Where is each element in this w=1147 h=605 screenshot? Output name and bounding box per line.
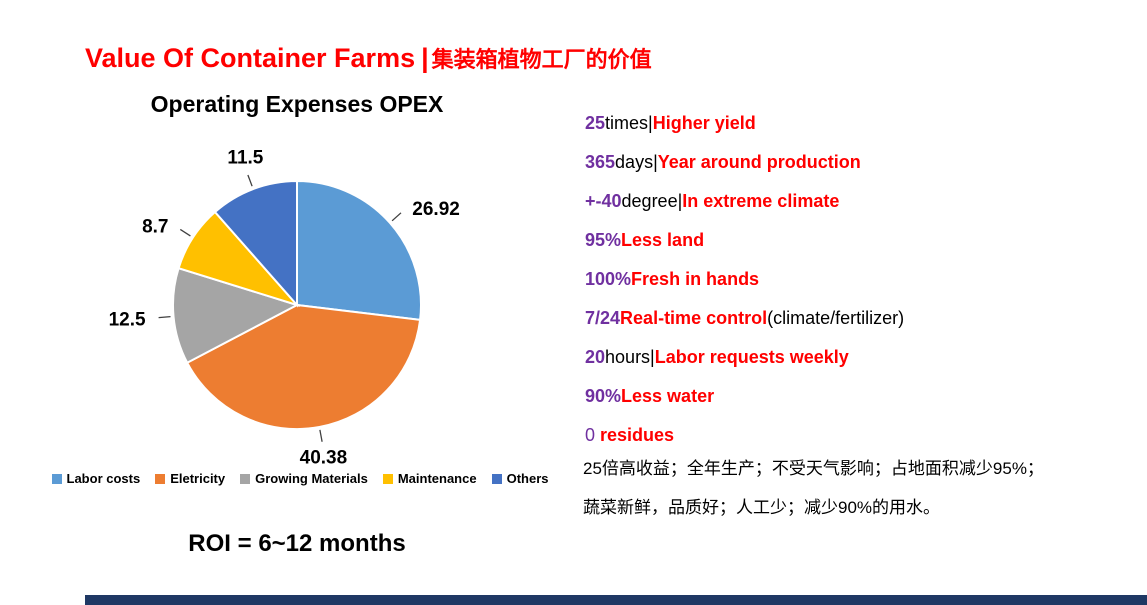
page-title: Value Of Container Farms | 集装箱植物工厂的价值 [85,42,652,74]
note-line: 25倍高收益；全年生产；不受天气影响；占地面积减少95%； [583,459,1044,478]
legend-label: Maintenance [397,471,477,486]
benefit-segment-red: Real-time control [620,308,768,328]
benefit-line: 95%Less land [585,221,1130,260]
legend-swatch [155,473,166,484]
benefits-list: 25times|Higher yield 365days|Year around … [585,104,1130,455]
benefit-segment-num: 365 [585,152,616,172]
legend-swatch [51,473,62,484]
pie-data-label: 40.38 [300,448,348,469]
benefit-segment-plain: hours| [605,347,655,367]
benefit-segment-num: 90% [585,386,622,406]
legend-item-growing-materials: Growing Materials [240,471,368,486]
benefit-segment-plain: degree| [621,191,683,211]
pie-slice-labor-costs [296,179,422,322]
legend-swatch [491,473,502,484]
benefit-line: 90%Less water [585,377,1130,416]
benefit-segment-red: Less land [621,230,705,250]
benefit-segment-red: In extreme climate [682,191,840,211]
benefit-segment-red: Year around production [657,152,861,172]
pie-slice-growing-materials [172,266,300,365]
benefit-segment-num: 7/24 [585,308,621,328]
pie-slice-others [213,179,298,308]
pie-leader-line [319,429,323,442]
chart-legend: Labor costs Eletricity Growing Materials Ma… [38,471,562,486]
legend-label: Others [506,471,549,486]
benefit-segment-num: 100% [585,269,632,289]
title-divider: | [421,43,429,73]
pie-data-label: 26.92 [412,199,460,220]
chinese-notes: 25倍高收益；全年生产；不受天气影响；占地面积减少95%； 蔬菜新鲜，品质好；人… [583,449,1143,527]
pie-leader-line [391,212,402,222]
pie-data-label: 11.5 [227,147,263,168]
legend-swatch [240,473,251,484]
benefit-segment-red: residues [595,425,675,445]
note-line: 蔬菜新鲜，品质好；人工少；减少90%的用水。 [583,498,941,517]
benefit-line: 100%Fresh in hands [585,260,1130,299]
benefit-line: 25times|Higher yield [585,104,1130,143]
benefit-segment-plain: days| [615,152,658,172]
legend-label: Eletricity [170,471,226,486]
pie-data-label: 12.5 [109,309,146,330]
benefit-line: 0 residues [585,416,1130,455]
pie-leader-line [158,315,171,319]
benefit-segment-red: Higher yield [652,113,756,133]
benefit-segment-red: Fresh in hands [631,269,760,289]
pie-chart-svg: 26.92 40.38 12.5 8.7 11.5 [109,147,460,469]
benefit-segment-red: Less water [621,386,715,406]
benefit-line: 7/24Real-time control(climate/fertilizer… [585,299,1130,338]
chart-title: Operating Expenses OPEX [150,91,444,117]
legend-label: Labor costs [66,471,141,486]
pie-data-label: 8.7 [142,217,168,238]
pie-leader-line [179,228,191,237]
legend-swatch [382,473,393,484]
pie-slice-eletricity [185,303,422,430]
benefit-segment-num: +-40 [585,191,622,211]
legend-label: Growing Materials [255,471,368,486]
benefit-segment-num: 20 [585,347,606,367]
benefit-segment-num: 25 [585,113,606,133]
benefit-line: +-40degree|In extreme climate [585,182,1130,221]
page-title-chinese: 集装箱植物工厂的价值 [431,47,652,72]
legend-item-others: Others [491,471,549,486]
benefit-segment-red: Labor requests weekly [654,347,849,367]
benefit-segment-num: 95% [585,230,622,250]
footer-accent-bar [85,595,1147,605]
benefit-segment-plain: (climate/fertilizer) [767,308,905,328]
page-title-english: Value Of Container Farms [85,43,416,73]
legend-item-labor-costs: Labor costs [51,471,141,486]
pie-chart: 26.92 40.38 12.5 8.7 11.5 [60,128,540,470]
roi-text: ROI = 6~12 months [188,530,406,557]
benefit-line: 365days|Year around production [585,143,1130,182]
benefit-segment-num-light: 0 [585,425,596,445]
benefit-segment-plain: times| [605,113,653,133]
pie-leader-line [247,174,253,187]
legend-item-eletricity: Eletricity [155,471,225,486]
benefit-line: 20hours|Labor requests weekly [585,338,1130,377]
legend-item-maintenance: Maintenance [382,471,477,486]
